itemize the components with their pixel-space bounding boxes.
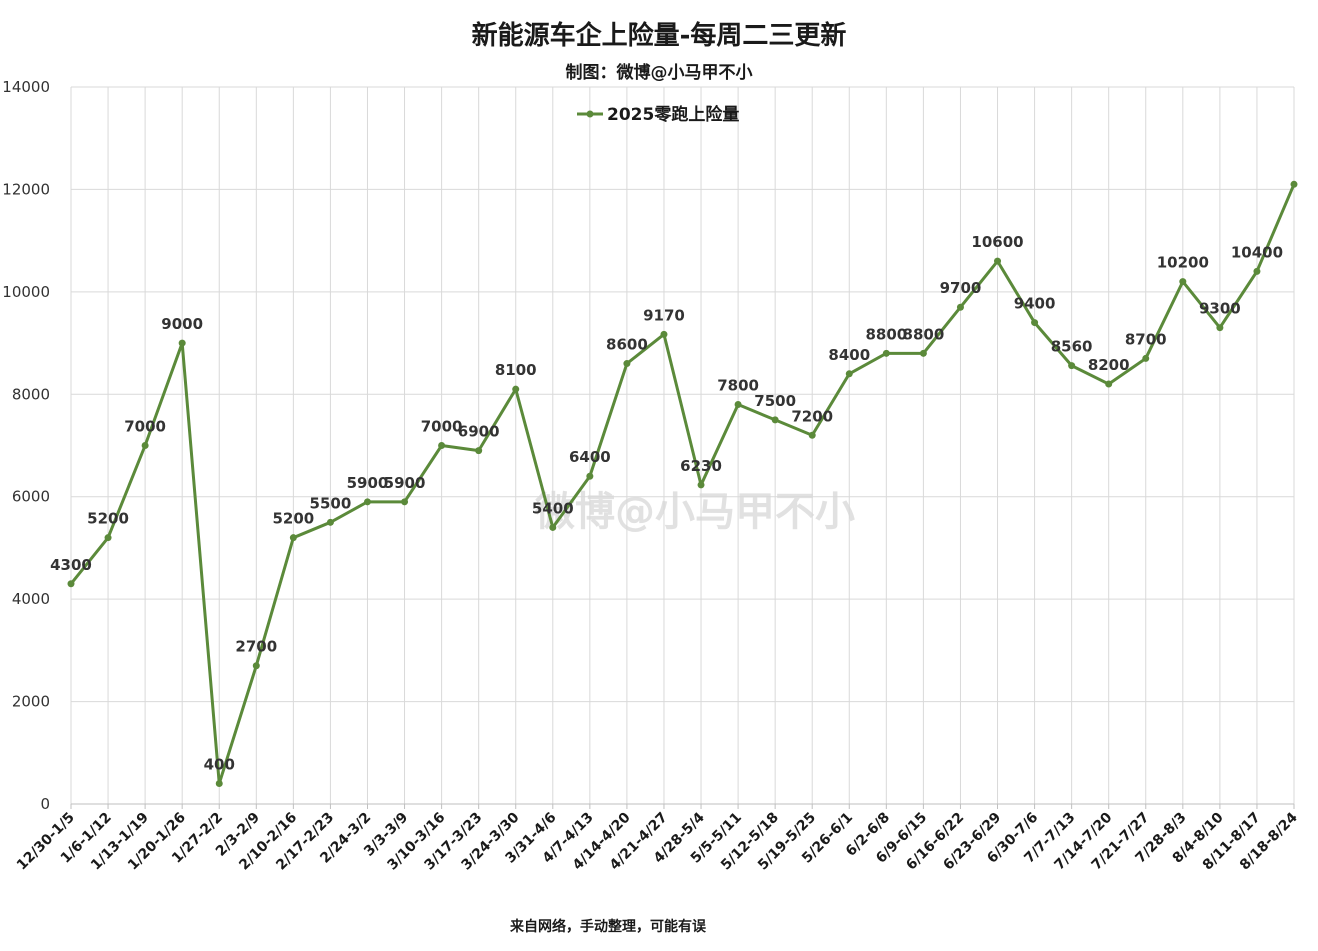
watermark: 微博@小马甲不小 <box>534 489 855 535</box>
data-point <box>1105 380 1113 388</box>
legend-label: 2025零跑上险量 <box>607 104 739 125</box>
data-label: 7000 <box>421 418 463 436</box>
data-point <box>549 523 557 531</box>
data-label: 7200 <box>791 407 833 425</box>
data-point <box>1253 267 1261 275</box>
data-label: 5200 <box>272 510 314 528</box>
y-tick-label: 10000 <box>2 283 50 301</box>
series-2025 <box>67 180 1298 788</box>
data-label: 10600 <box>971 233 1023 251</box>
data-label: 9170 <box>643 306 685 324</box>
data-point <box>1290 180 1298 188</box>
data-label: 2700 <box>235 638 277 656</box>
data-point <box>512 385 520 393</box>
data-label: 7500 <box>754 392 796 410</box>
legend: 2025零跑上险量 <box>577 104 739 125</box>
data-label: 6230 <box>680 457 722 475</box>
grid-lines <box>70 86 1295 805</box>
data-label: 5400 <box>532 499 574 517</box>
data-label: 10400 <box>1231 243 1283 261</box>
data-label: 8560 <box>1051 338 1093 356</box>
y-tick-label: 14000 <box>2 78 50 96</box>
data-point <box>697 481 705 489</box>
y-tick-label: 0 <box>40 795 50 813</box>
data-point <box>1216 324 1224 332</box>
data-label: 8700 <box>1125 330 1167 348</box>
data-point <box>994 257 1002 265</box>
data-point <box>363 498 371 506</box>
data-label: 6900 <box>458 423 500 441</box>
data-point <box>845 370 853 378</box>
footer-note: 来自网络，手动整理，可能有误 <box>509 918 707 935</box>
data-point <box>734 401 742 409</box>
data-label: 5500 <box>310 494 352 512</box>
data-label: 8400 <box>828 346 870 364</box>
data-label: 8600 <box>606 336 648 354</box>
y-tick-label: 2000 <box>12 693 50 711</box>
x-axis-ticks: 12/30-1/51/6-1/121/13-1/191/20-1/261/27-… <box>14 804 1301 873</box>
data-label: 5900 <box>347 474 389 492</box>
data-label: 9700 <box>940 279 982 297</box>
data-label: 400 <box>204 756 235 774</box>
data-point <box>1142 354 1150 362</box>
data-point <box>475 447 483 455</box>
data-point <box>1179 278 1187 286</box>
data-point <box>67 580 75 588</box>
y-tick-label: 6000 <box>12 488 50 506</box>
data-point <box>289 534 297 542</box>
y-tick-label: 12000 <box>2 180 50 198</box>
data-label: 9400 <box>1014 295 1056 313</box>
data-point <box>141 442 149 449</box>
data-point <box>438 442 446 449</box>
data-point <box>1068 362 1076 370</box>
data-label: 5900 <box>384 474 426 492</box>
data-point <box>586 472 594 480</box>
data-label: 8800 <box>903 325 945 343</box>
data-point <box>771 416 779 424</box>
data-point <box>956 303 964 311</box>
data-point <box>882 349 890 357</box>
y-axis-ticks: 0 2000 4000 6000 8000 10000 12000 14000 <box>2 78 50 813</box>
data-point <box>215 780 223 788</box>
data-labels: 4300520070009000400270052005500590059007… <box>50 233 1283 773</box>
chart-title: 新能源车企上险量-每周二三更新 <box>472 20 847 51</box>
data-label: 9300 <box>1199 300 1241 318</box>
data-label: 9000 <box>161 315 203 333</box>
data-label: 10200 <box>1157 254 1209 272</box>
data-point <box>919 349 927 357</box>
data-point <box>808 431 816 439</box>
data-label: 8100 <box>495 361 537 379</box>
data-label: 8200 <box>1088 356 1130 374</box>
data-point <box>1031 319 1039 327</box>
data-point <box>623 360 631 368</box>
data-label: 8800 <box>865 325 907 343</box>
data-label: 7800 <box>717 377 759 395</box>
legend-marker <box>586 110 594 118</box>
y-tick-label: 8000 <box>12 385 50 403</box>
y-tick-label: 4000 <box>12 590 50 608</box>
chart-subtitle: 制图：微博@小马甲不小 <box>566 62 753 83</box>
data-point <box>326 518 334 526</box>
data-point <box>104 534 112 542</box>
data-label: 7000 <box>124 418 166 436</box>
series-line <box>69 183 1296 786</box>
data-point <box>178 339 186 347</box>
data-label: 4300 <box>50 556 92 574</box>
data-point <box>252 662 260 670</box>
data-label: 5200 <box>87 510 129 528</box>
data-point <box>401 498 409 506</box>
data-point <box>660 330 668 338</box>
data-label: 6400 <box>569 448 611 466</box>
